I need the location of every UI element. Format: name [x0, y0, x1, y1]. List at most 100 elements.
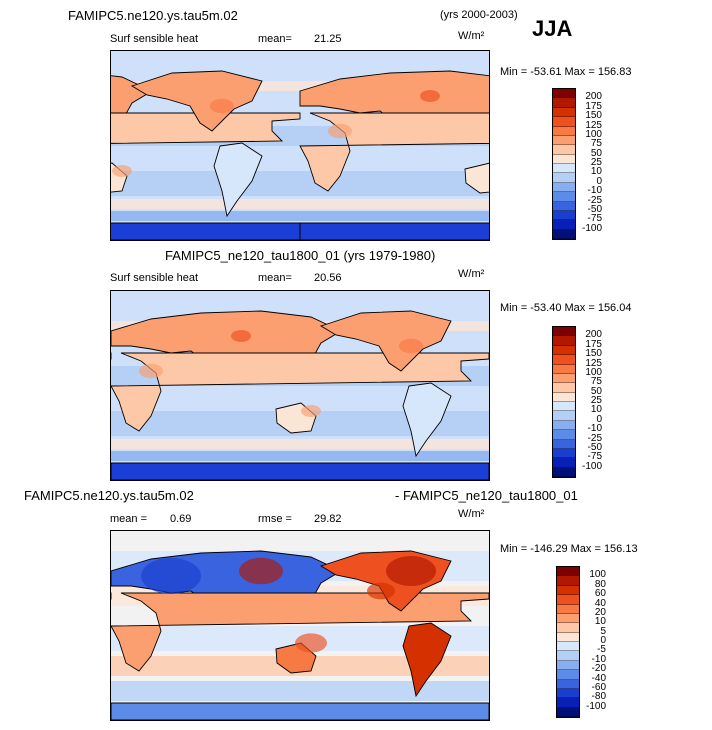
panel2-map: [110, 290, 490, 481]
panel1-map: [110, 50, 490, 241]
colorbar-tick-label: 200: [585, 329, 602, 341]
colorbar-tick-label: -25: [587, 194, 602, 206]
colorbar-tick-label: 25: [590, 395, 602, 406]
colorbar-swatch: [553, 392, 575, 402]
panel2-units: W/m²: [458, 268, 485, 280]
colorbar-tick-label: -100: [581, 222, 602, 234]
colorbar-tick-label: 0: [596, 413, 602, 425]
colorbar-tick-label: -40: [591, 672, 606, 684]
colorbar-tick-label: 175: [585, 100, 602, 112]
colorbar-tick-label: 100: [589, 569, 606, 581]
colorbar-tick-label: -100: [585, 700, 606, 712]
colorbar-swatch: [553, 173, 575, 183]
colorbar-tick-label: 50: [590, 147, 602, 159]
colorbar-swatch: [557, 698, 579, 708]
colorbar-swatch: [553, 402, 575, 412]
colorbar-tick-label: -75: [587, 213, 602, 225]
colorbar-tick-label: -20: [591, 663, 606, 675]
season-label: JJA: [532, 16, 573, 41]
colorbar-tick-label: 150: [585, 348, 602, 360]
colorbar-tick-label: 125: [585, 357, 602, 369]
panel3-minmax: Min = -146.29 Max = 156.13: [500, 543, 638, 555]
colorbar-swatch: [557, 604, 579, 614]
panel1-variable: Surf sensible heat: [110, 33, 199, 45]
colorbar-swatch: [557, 595, 579, 605]
colorbar-swatch: [553, 98, 575, 108]
colorbar-tick-label: 0: [596, 175, 602, 187]
colorbar-swatch: [553, 192, 575, 202]
panel3-map: [110, 530, 490, 721]
colorbar-tick-label: 50: [590, 385, 602, 397]
colorbar-swatch: [553, 107, 575, 118]
colorbar-tick-label: 150: [585, 110, 602, 122]
colorbar-swatch: [557, 679, 579, 689]
colorbar-tick-label: -60: [591, 681, 606, 693]
colorbar-swatch: [553, 364, 575, 374]
colorbar-swatch: [553, 145, 575, 155]
colorbar-tick-label: 75: [590, 376, 602, 388]
colorbar-swatch: [557, 632, 579, 642]
panel1-mean-label: mean=: [258, 33, 292, 45]
colorbar-tick-label: -10: [587, 423, 602, 435]
panel3-mean-value: 0.69: [170, 513, 192, 525]
colorbar-swatch: [557, 623, 579, 633]
colorbar-swatch: [553, 210, 575, 221]
colorbar-tick-label: 40: [594, 597, 606, 609]
panel1-mean-value: 21.25: [314, 33, 342, 45]
colorbar-swatch: [557, 642, 579, 652]
colorbar-swatch: [553, 126, 575, 136]
colorbar-tick-label: -5: [597, 644, 606, 656]
colorbar-swatch: [557, 660, 579, 671]
colorbar-swatch: [553, 373, 575, 384]
colorbar-swatch: [557, 585, 579, 596]
colorbar-swatch: [557, 651, 579, 661]
panel2-variable: Surf sensible heat: [110, 272, 199, 284]
colorbar-swatch: [553, 135, 575, 146]
colorbar-tick-label: 60: [594, 588, 606, 600]
panel2-title: FAMIPC5_ne120_tau1800_01 (yrs 1979-1980): [165, 248, 436, 263]
colorbar-swatch: [553, 355, 575, 365]
colorbar-swatch: [553, 383, 575, 393]
colorbar-tick-label: -100: [581, 460, 602, 472]
colorbar-tick-label: 10: [590, 166, 602, 178]
colorbar-swatch: [553, 117, 575, 127]
colorbar-tick-label: 0: [600, 635, 606, 646]
colorbar-tick-label: 10: [590, 404, 602, 416]
colorbar-tick-label: -75: [587, 451, 602, 463]
panel1-case-title: FAMIPC5.ne120.ys.tau5m.02: [68, 8, 238, 23]
colorbar-swatch: [557, 567, 579, 577]
colorbar-swatch: [553, 327, 575, 337]
colorbar-swatch: [553, 164, 575, 174]
panel2-minmax: Min = -53.40 Max = 156.04: [500, 302, 632, 314]
colorbar-swatch: [553, 345, 575, 356]
colorbar-tick-label: -50: [587, 203, 602, 215]
panel1-colorbar: [552, 88, 576, 240]
colorbar-tick-label: -25: [587, 432, 602, 444]
colorbar-swatch: [553, 154, 575, 164]
colorbar-tick-label: 10: [594, 616, 606, 628]
panel2-mean-value: 20.56: [314, 272, 342, 284]
colorbar-tick-label: 5: [600, 625, 606, 637]
colorbar-swatch: [553, 336, 575, 346]
colorbar-swatch: [553, 430, 575, 440]
panel3-mean-label: mean =: [110, 513, 147, 525]
colorbar-swatch: [553, 89, 575, 99]
colorbar-tick-label: 80: [594, 578, 606, 590]
colorbar-swatch: [553, 182, 575, 193]
panel3-colorbar: [556, 566, 580, 718]
panel3-title-right: - FAMIPC5_ne120_tau1800_01: [395, 488, 578, 503]
colorbar-tick-label: -50: [587, 441, 602, 453]
colorbar-swatch: [557, 688, 579, 699]
colorbar-tick-label: -10: [587, 185, 602, 197]
colorbar-tick-label: 100: [585, 128, 602, 140]
colorbar-swatch: [557, 670, 579, 680]
panel1-units: W/m²: [458, 30, 485, 42]
colorbar-tick-label: -80: [591, 691, 606, 703]
panel3-rmse-label: rmse =: [258, 513, 292, 525]
colorbar-swatch: [557, 707, 579, 717]
colorbar-tick-label: 175: [585, 338, 602, 350]
colorbar-swatch: [557, 576, 579, 586]
panel2-colorbar: [552, 326, 576, 478]
panel3-rmse-value: 29.82: [314, 513, 342, 525]
colorbar-tick-label: 75: [590, 138, 602, 150]
